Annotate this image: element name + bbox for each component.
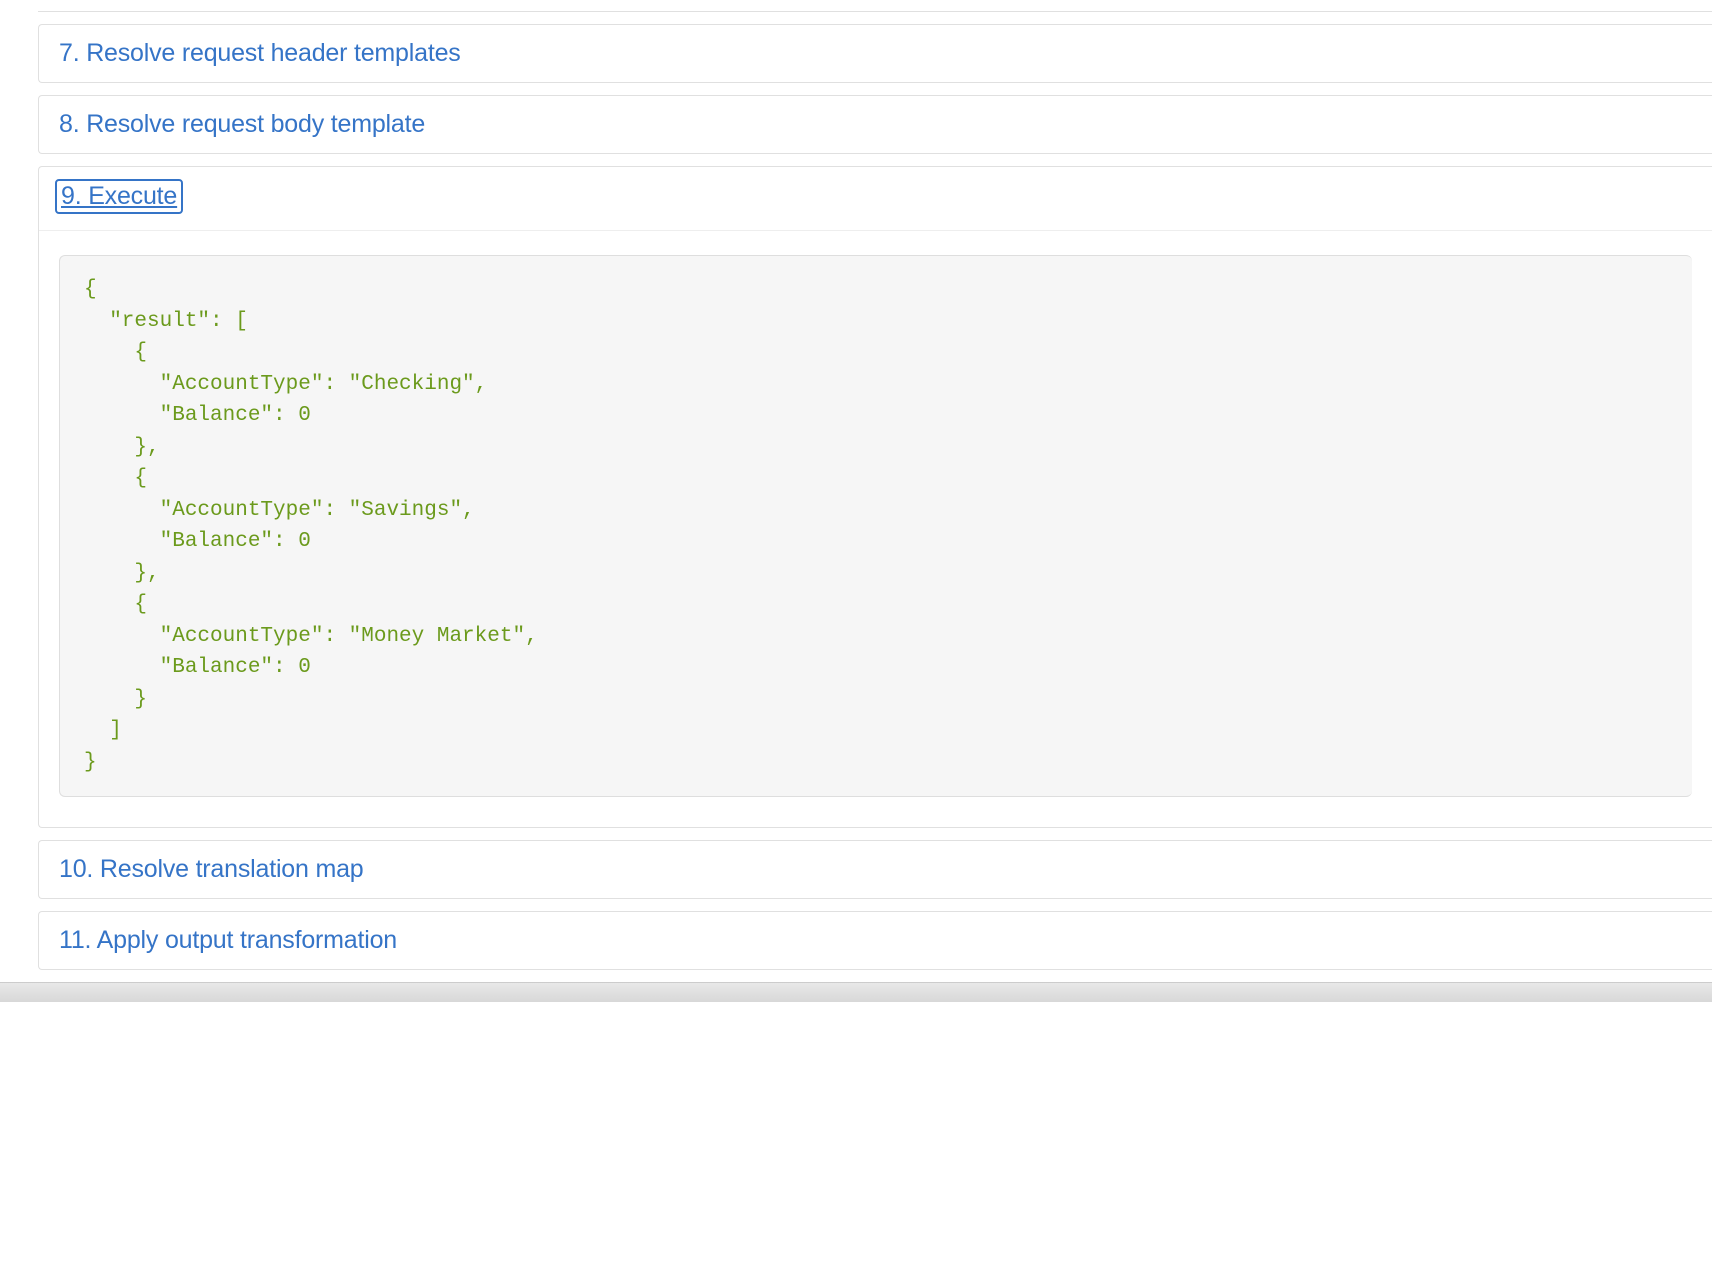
panel-resolve-request-header-templates[interactable]: 7. Resolve request header templates: [38, 24, 1712, 83]
panel-title-11: 11. Apply output transformation: [59, 926, 397, 954]
panel-resolve-request-body-template[interactable]: 8. Resolve request body template: [38, 95, 1712, 154]
panel-header-8[interactable]: 8. Resolve request body template: [39, 96, 1712, 153]
panel-resolve-translation-map[interactable]: 10. Resolve translation map: [38, 840, 1712, 899]
panel-header-9[interactable]: 9. Execute: [39, 167, 1712, 226]
bottom-status-bar: [0, 982, 1712, 1002]
panel-title-8: 8. Resolve request body template: [59, 110, 425, 138]
execute-link-active[interactable]: 9. Execute: [55, 179, 183, 214]
execute-result-code: { "result": [ { "AccountType": "Checking…: [59, 255, 1692, 797]
panel-title-9: 9. Execute: [61, 182, 177, 210]
panel-header-10[interactable]: 10. Resolve translation map: [39, 841, 1712, 898]
top-panel-edge: [38, 0, 1712, 12]
panel-apply-output-transformation[interactable]: 11. Apply output transformation: [38, 911, 1712, 970]
panel-body-execute: { "result": [ { "AccountType": "Checking…: [39, 230, 1712, 827]
panel-header-11[interactable]: 11. Apply output transformation: [39, 912, 1712, 969]
panel-title-10: 10. Resolve translation map: [59, 855, 364, 883]
panel-header-7[interactable]: 7. Resolve request header templates: [39, 25, 1712, 82]
panel-title-7: 7. Resolve request header templates: [59, 39, 461, 67]
panel-execute: 9. Execute { "result": [ { "AccountType"…: [38, 166, 1712, 828]
